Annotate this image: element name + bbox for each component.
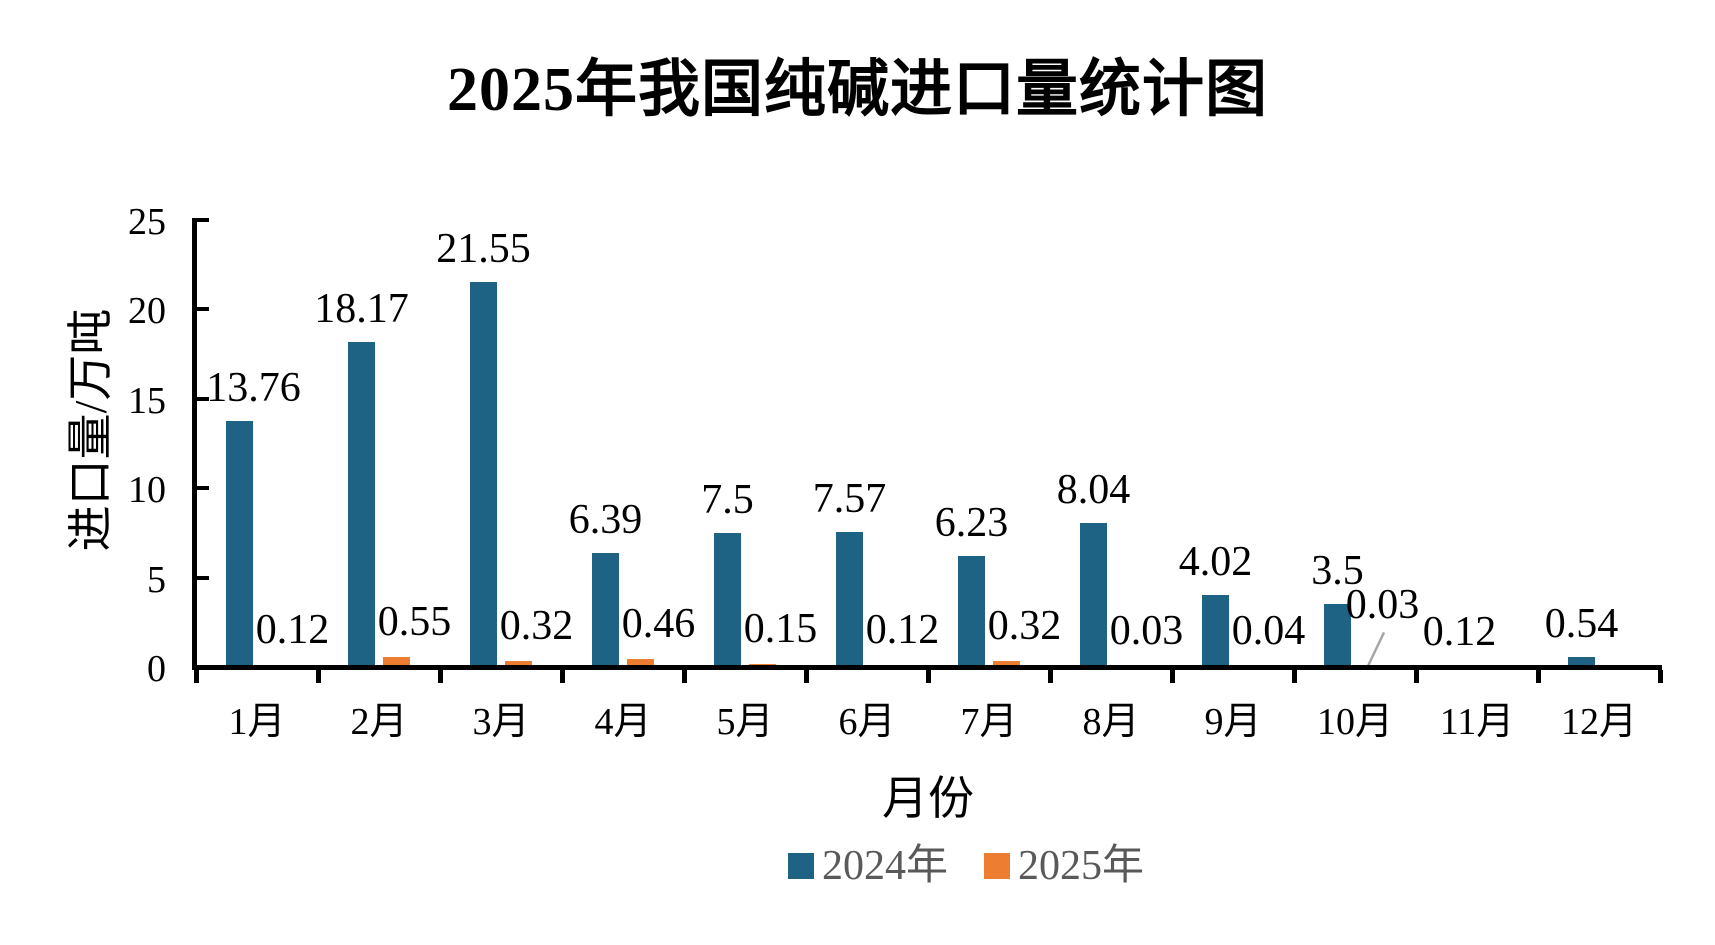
x-tick xyxy=(1169,669,1175,683)
y-tick-label: 10 xyxy=(128,469,166,512)
bar-2024年-12月 xyxy=(1568,657,1595,667)
data-label-2024年-7月: 6.23 xyxy=(934,499,1009,546)
x-tick-label-11月: 11月 xyxy=(1439,701,1515,743)
data-label-2024年-4月: 6.39 xyxy=(568,496,643,543)
x-tick-label-4月: 4月 xyxy=(594,701,652,743)
data-label-2024年-1月: 13.76 xyxy=(206,364,301,411)
leader-line xyxy=(1366,631,1386,667)
bar-2024年-2月 xyxy=(348,342,375,667)
x-tick-label-10月: 10月 xyxy=(1316,701,1393,743)
x-tick xyxy=(1657,669,1663,683)
data-label-2025年-10月: 0.03 xyxy=(1345,582,1420,629)
x-tick xyxy=(803,669,809,683)
x-tick-label-2月: 2月 xyxy=(350,701,408,743)
data-label-2025年-3月: 0.32 xyxy=(499,603,574,650)
y-tick xyxy=(196,575,209,580)
x-tick-label-6月: 6月 xyxy=(838,701,896,743)
x-tick xyxy=(1413,669,1419,683)
data-label-2024年-5月: 7.5 xyxy=(701,476,754,523)
legend-swatch xyxy=(984,853,1011,879)
y-tick-label: 5 xyxy=(147,558,166,601)
data-label-2024年-8月: 8.04 xyxy=(1056,467,1131,514)
y-tick xyxy=(196,307,209,312)
data-label-2025年-5月: 0.15 xyxy=(743,606,818,653)
data-label-2024年-10月: 3.5 xyxy=(1311,548,1364,595)
bar-2024年-1月 xyxy=(226,420,253,667)
x-tick-label-5月: 5月 xyxy=(716,701,774,743)
y-tick-label: 0 xyxy=(147,648,166,690)
data-label-2025年-4月: 0.46 xyxy=(621,600,696,647)
data-label-2025年-9月: 0.04 xyxy=(1231,608,1306,655)
bar-2025年-2月 xyxy=(383,657,410,667)
bar-2024年-4月 xyxy=(592,552,619,667)
x-tick-label-8月: 8月 xyxy=(1082,701,1140,743)
bar-2025年-3月 xyxy=(505,661,532,667)
legend: 2024年 2025年 xyxy=(788,845,1144,887)
x-tick xyxy=(559,669,565,683)
data-label-2025年-7月: 0.32 xyxy=(987,603,1062,650)
data-label-2024年-9月: 4.02 xyxy=(1178,539,1253,586)
legend-item-2024年: 2024年 xyxy=(788,845,948,887)
data-label-2024年-12月: 0.54 xyxy=(1544,601,1619,648)
x-tick xyxy=(1047,669,1053,683)
x-tick-label-3月: 3月 xyxy=(472,701,530,743)
data-label-2025年-6月: 0.12 xyxy=(865,606,940,653)
y-tick-label: 20 xyxy=(128,290,166,333)
y-axis-line xyxy=(192,218,197,670)
data-label-2024年-2月: 18.17 xyxy=(314,286,409,333)
data-label-2025年-1月: 0.12 xyxy=(255,606,330,653)
bar-2024年-3月 xyxy=(470,281,497,667)
x-tick-label-12月: 12月 xyxy=(1560,701,1637,743)
bar-2024年-6月 xyxy=(836,531,863,667)
x-axis-line xyxy=(192,664,1662,670)
x-tick xyxy=(1291,669,1297,683)
legend-label: 2024年 xyxy=(822,843,949,889)
x-axis-title: 月份 xyxy=(882,773,974,824)
legend-item-2025年: 2025年 xyxy=(984,845,1144,887)
y-tick-label: 15 xyxy=(128,379,166,422)
y-tick xyxy=(196,486,209,491)
bar-2025年-7月 xyxy=(993,661,1020,667)
x-tick xyxy=(437,669,443,683)
bar-2024年-5月 xyxy=(714,532,741,667)
x-tick xyxy=(315,669,321,683)
x-tick-label-7月: 7月 xyxy=(960,701,1018,743)
bar-2024年-10月 xyxy=(1324,604,1351,667)
y-tick xyxy=(196,396,209,401)
y-tick-label: 25 xyxy=(128,201,166,243)
y-tick xyxy=(196,218,209,222)
x-tick xyxy=(681,669,687,683)
x-tick xyxy=(925,669,931,683)
bar-2025年-4月 xyxy=(627,658,654,667)
x-tick xyxy=(193,669,199,683)
data-label-2024年-11月: 0.12 xyxy=(1422,608,1497,655)
data-label-2024年-3月: 21.55 xyxy=(436,225,531,272)
data-label-2025年-8月: 0.03 xyxy=(1109,608,1184,655)
data-label-2024年-6月: 7.57 xyxy=(812,475,887,522)
x-tick xyxy=(1535,669,1541,683)
legend-swatch xyxy=(788,853,814,879)
legend-label: 2025年 xyxy=(1018,843,1145,889)
x-tick-label-1月: 1月 xyxy=(228,701,286,743)
x-tick-label-9月: 9月 xyxy=(1204,701,1262,743)
bar-2024年-8月 xyxy=(1080,523,1107,667)
bar-2024年-7月 xyxy=(958,555,985,667)
bar-2024年-9月 xyxy=(1202,595,1229,667)
chart-title: 2025年我国纯碱进口量统计图 xyxy=(446,56,1268,124)
data-label-2025年-2月: 0.55 xyxy=(377,599,452,646)
